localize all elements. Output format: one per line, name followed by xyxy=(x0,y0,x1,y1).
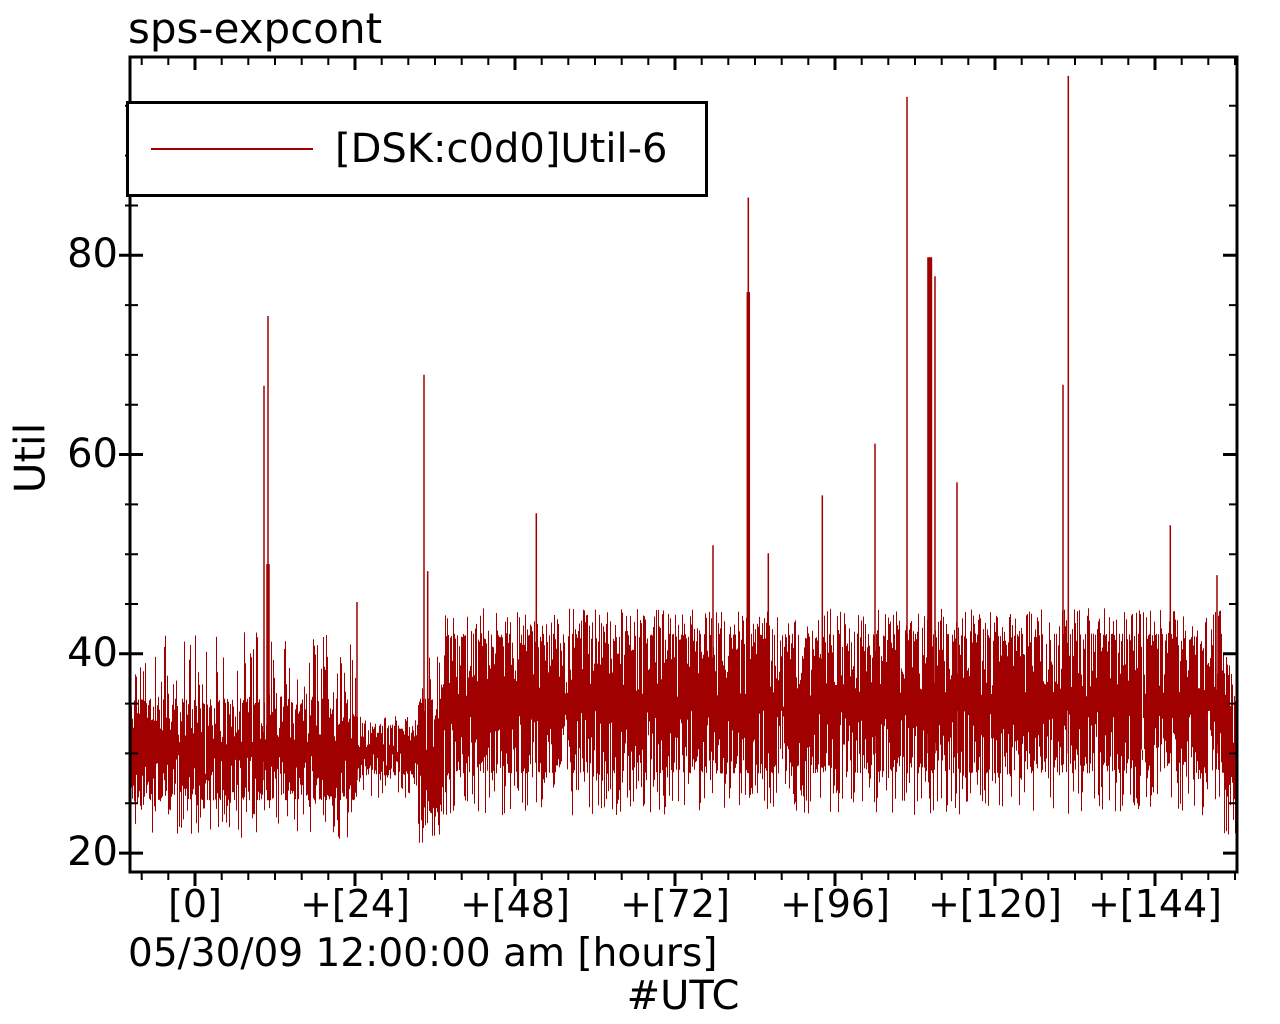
x-tick-label: +[48] xyxy=(460,882,570,926)
legend: [DSK:c0d0]Util-6 xyxy=(126,101,708,197)
x-tick-label: [0] xyxy=(168,882,222,926)
series-band xyxy=(130,608,1237,843)
x-tick-label: +[120] xyxy=(927,882,1063,926)
x-tick-label: +[96] xyxy=(780,882,890,926)
legend-series-label: [DSK:c0d0]Util-6 xyxy=(335,126,668,172)
chart-title: sps-expcont xyxy=(128,4,383,53)
minor-ticks xyxy=(125,57,1237,880)
y-tick-label: 80 xyxy=(67,231,118,278)
x-axis-label-date: 05/30/09 12:00:00 am [hours] xyxy=(128,931,718,976)
x-axis-label-utc: #UTC xyxy=(626,973,740,1019)
legend-line-sample xyxy=(151,148,313,150)
major-ticks xyxy=(119,57,1237,886)
y-tick-label: 60 xyxy=(67,430,118,477)
y-tick-label: 20 xyxy=(67,829,118,876)
x-tick-label: +[24] xyxy=(300,882,410,926)
x-tick-label: +[72] xyxy=(620,882,730,926)
x-tick-label: +[144] xyxy=(1087,882,1223,926)
series-spike-bases xyxy=(266,292,932,781)
plot-canvas xyxy=(119,55,1239,886)
plot-frame xyxy=(128,55,1239,874)
plot-area xyxy=(119,55,1239,886)
series-spikes xyxy=(263,75,1218,794)
y-tick-label: 40 xyxy=(67,629,118,676)
